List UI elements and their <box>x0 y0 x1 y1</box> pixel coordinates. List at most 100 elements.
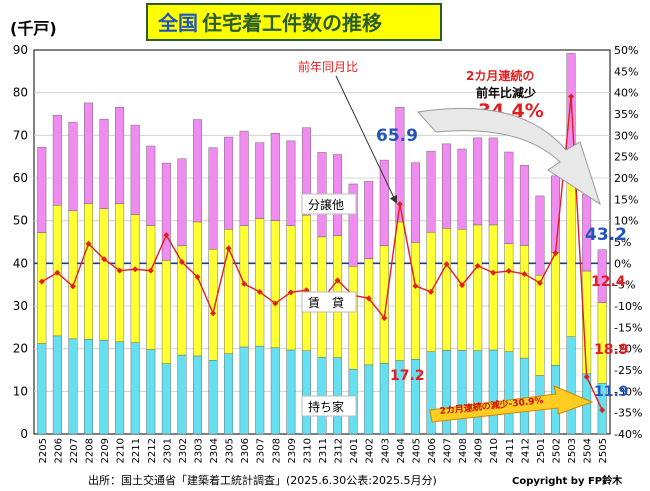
y-right-tick-label: -25% <box>614 364 642 377</box>
x-tick-label: 2306 <box>240 438 251 463</box>
value-sale-may25: 12.4 <box>591 274 626 290</box>
x-tick-label: 2412 <box>520 438 531 463</box>
y-left-tick-label: 70 <box>13 128 28 142</box>
x-tick-label: 2310 <box>302 438 313 463</box>
yoy-point <box>334 277 341 284</box>
bar-own <box>379 362 389 435</box>
yoy-point <box>178 259 185 266</box>
bar-sale-other <box>255 142 265 219</box>
y-right-tick-label: 45% <box>614 65 638 78</box>
x-tick-label: 2410 <box>489 438 500 463</box>
x-tick-label: 2311 <box>318 438 329 463</box>
y-left-tick-label: 10 <box>13 384 28 398</box>
x-tick-label: 2305 <box>225 438 236 463</box>
y-left-tick-label: 60 <box>13 171 28 185</box>
y-right-tick-label: 0% <box>614 257 631 270</box>
bar-own <box>99 339 109 435</box>
yoy-point <box>490 269 497 276</box>
bar-sale-other <box>535 195 545 276</box>
y-left-tick-label: 0 <box>20 427 28 441</box>
x-tick-label: 2501 <box>536 438 547 463</box>
bar-sale-other <box>239 130 249 226</box>
yoy-point <box>505 268 512 275</box>
bar-own <box>488 349 498 435</box>
y-right-tick-label: 10% <box>614 215 638 228</box>
x-tick-label: 2407 <box>443 438 454 463</box>
yoy-point <box>163 232 170 239</box>
bar-sale-other <box>597 249 607 303</box>
y-left-tick-label: 40 <box>13 256 28 270</box>
x-tick-label: 2302 <box>178 438 189 463</box>
bar-own <box>255 345 265 435</box>
reduction-curved-arrow <box>417 107 601 206</box>
bar-own <box>442 350 452 435</box>
bar-rent <box>84 203 93 340</box>
x-tick-label: 2402 <box>365 438 376 463</box>
bar-sale-other <box>488 137 498 226</box>
bar-rent <box>379 245 389 364</box>
yoy-point <box>38 278 45 285</box>
x-tick-label: 2404 <box>396 438 407 463</box>
yoy-point <box>272 300 279 307</box>
yoy-point <box>412 282 419 289</box>
bar-sale-other <box>224 136 234 230</box>
x-tick-label: 2406 <box>427 438 438 463</box>
series-label-own-box <box>301 395 357 417</box>
y-left-tick-label: 80 <box>13 86 28 100</box>
series-label-own: 持ち家 <box>308 399 344 414</box>
yoy-point <box>427 288 434 295</box>
bar-rent <box>457 228 467 351</box>
bar-sale-other <box>519 164 529 246</box>
x-tick-label: 2209 <box>100 438 111 463</box>
bar-sale-other <box>395 106 405 223</box>
yoy-point <box>210 310 217 317</box>
y-right-tick-label: 40% <box>614 87 638 100</box>
x-tick-label: 2207 <box>69 438 80 463</box>
bar-rent <box>348 266 358 370</box>
x-tick-label: 2304 <box>209 438 220 463</box>
bar-sale-other <box>473 137 483 226</box>
y-right-tick-label: 35% <box>614 108 638 121</box>
bar-sale-other <box>208 147 218 250</box>
bar-sale-other <box>364 181 374 259</box>
x-tick-label: 2208 <box>84 438 95 463</box>
x-tick-label: 2504 <box>583 438 594 463</box>
title-main: 住宅着工件数の推移 <box>202 11 382 35</box>
x-tick-label: 2408 <box>458 438 469 463</box>
yoy-point <box>85 240 92 247</box>
y-left-tick-label: 30 <box>13 299 28 313</box>
bar-sale-other <box>442 143 452 229</box>
bar-own <box>52 335 62 435</box>
bar-sale-other <box>115 106 125 204</box>
y-left-tick-label: 90 <box>13 43 28 57</box>
yoy-point <box>132 266 139 273</box>
y-left-tick-label: 20 <box>13 342 28 356</box>
bar-rent <box>161 260 171 364</box>
bar-rent <box>146 225 156 350</box>
y-right-tick-label: -10% <box>614 300 642 313</box>
bar-rent <box>395 221 405 361</box>
left-axis: 0 10 20 30 40 50 60 70 80 90 <box>13 43 28 441</box>
x-tick-label: 2403 <box>380 438 391 463</box>
y-right-tick-label: 50% <box>614 44 638 57</box>
bar-rent <box>473 224 483 352</box>
bar-own <box>130 342 140 435</box>
bar-sale-other <box>130 124 140 215</box>
bar-sale-other <box>379 159 389 247</box>
source-note: 出所：国土交通省「建築着工統計調査」(2025.6.30公表:2025.5月分) <box>88 473 437 487</box>
reduction-line1: 2カ月連続の <box>466 68 534 83</box>
bar-own <box>270 347 280 435</box>
title-prefix: 全国 <box>157 11 198 35</box>
copyright: Copyright by FP鈴木 <box>512 474 623 487</box>
x-tick-label: 2212 <box>147 438 158 463</box>
x-tick-label: 2409 <box>474 438 485 463</box>
yoy-point <box>599 407 606 414</box>
value-total-may25: 43.2 <box>585 225 627 245</box>
bar-rent <box>535 275 545 376</box>
title-box <box>146 3 442 41</box>
bar-own <box>146 349 156 435</box>
yoy-point <box>101 256 108 263</box>
series-label-rent: 賃 貸 <box>308 295 344 310</box>
